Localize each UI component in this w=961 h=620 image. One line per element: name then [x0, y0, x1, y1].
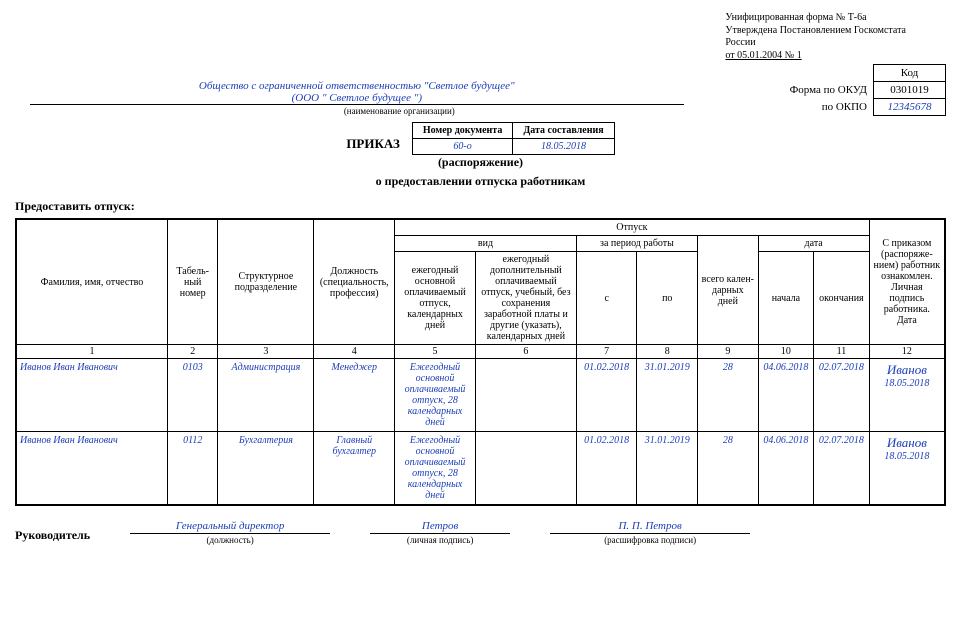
th-position: Должность (специальность, профессия) [314, 219, 395, 345]
colnum: 9 [698, 345, 759, 359]
cell-pos: Менеджер [314, 359, 395, 432]
cell-vid2 [475, 359, 576, 432]
form-meta-line3: России [725, 37, 906, 50]
th-data: дата [758, 236, 869, 252]
th-vid2: ежегодный дополнительный оплачиваемый от… [475, 252, 576, 345]
th-vsego: всего кален- дарных дней [698, 236, 759, 345]
th-s: с [576, 252, 637, 345]
colnum: 1 [16, 345, 167, 359]
sign-date: 18.05.2018 [873, 378, 941, 389]
cell-struct: Бухгалтерия [218, 432, 314, 506]
docnum-table: Номер документа Дата составления 60-о 18… [412, 122, 615, 155]
th-tabno: Табель- ный номер [167, 219, 217, 345]
org-name-line2: (ООО " Светлое будущее ") [30, 92, 684, 104]
signature-row: Руководитель Генеральный директор (должн… [15, 520, 946, 545]
cell-struct: Администрация [218, 359, 314, 432]
prikaz-sub1: (распоряжение) [15, 155, 946, 170]
table-row: Иванов Иван Иванович0112БухгалтерияГлавн… [16, 432, 945, 506]
th-otpusk: Отпуск [395, 219, 870, 236]
kod-label: Код [874, 65, 946, 82]
prikaz-sub2: о предоставлении отпуска работникам [15, 174, 946, 189]
table-row: Иванов Иван Иванович0103АдминистрацияМен… [16, 359, 945, 432]
th-nachala: начала [758, 252, 814, 345]
main-table: Фамилия, имя, отчество Табель- ный номер… [15, 218, 946, 506]
okud-label: Форма по ОКУД [784, 82, 874, 99]
th-period: за период работы [576, 236, 697, 252]
th-struct: Структурное подразделение [218, 219, 314, 345]
colnum-row: 1 2 3 4 5 6 7 8 9 10 11 12 [16, 345, 945, 359]
form-meta-line2: Утверждена Постановлением Госкомстата [725, 25, 906, 38]
codes-box: Код Форма по ОКУД 0301019 по ОКПО 123456… [784, 64, 946, 116]
sign-name: Иванов [873, 435, 941, 451]
grant-label: Предоставить отпуск: [15, 199, 946, 214]
th-sign: С приказом (распоряже- нием) работник оз… [869, 219, 945, 345]
cell-tab: 0112 [167, 432, 217, 506]
sign-name: Иванов [873, 362, 941, 378]
cell-s: 01.02.2018 [576, 359, 637, 432]
prikaz-title: ПРИКАЗ [346, 136, 400, 152]
cell-sign: Иванов18.05.2018 [869, 359, 945, 432]
colnum: 4 [314, 345, 395, 359]
colnum: 8 [637, 345, 698, 359]
org-caption: (наименование организации) [15, 106, 784, 116]
cell-nach: 04.06.2018 [758, 359, 814, 432]
cell-tab: 0103 [167, 359, 217, 432]
org-name-line1: Общество с ограниченной ответственностью… [30, 80, 684, 92]
cell-nach: 04.06.2018 [758, 432, 814, 506]
docnum-value: 60-о [412, 139, 513, 155]
th-vid: вид [395, 236, 577, 252]
colnum: 3 [218, 345, 314, 359]
th-vid1: ежегодный основной оплачиваемый отпуск, … [395, 252, 476, 345]
cell-days: 28 [698, 359, 759, 432]
cell-sign: Иванов18.05.2018 [869, 432, 945, 506]
header-row: Унифицированная форма № Т-6а Утверждена … [15, 10, 946, 62]
prikaz-block: ПРИКАЗ Номер документа Дата составления … [15, 122, 946, 155]
colnum: 10 [758, 345, 814, 359]
cell-okon: 02.07.2018 [814, 432, 870, 506]
th-okonch: окончания [814, 252, 870, 345]
form-meta-line1: Унифицированная форма № Т-6а [725, 12, 906, 25]
cell-fio: Иванов Иван Иванович [16, 359, 167, 432]
cell-vid2 [475, 432, 576, 506]
colnum: 5 [395, 345, 476, 359]
docdate-value: 18.05.2018 [513, 139, 614, 155]
cell-vid1: Ежегодный основной оплачиваемый отпуск, … [395, 432, 476, 506]
okpo-label: по ОКПО [784, 99, 874, 116]
sig-decode: П. П. Петров [550, 520, 750, 534]
cell-s: 01.02.2018 [576, 432, 637, 506]
docdate-label: Дата составления [513, 123, 614, 139]
sig-sign: Петров [370, 520, 510, 534]
cell-fio: Иванов Иван Иванович [16, 432, 167, 506]
colnum: 6 [475, 345, 576, 359]
colnum: 2 [167, 345, 217, 359]
sign-date: 18.05.2018 [873, 451, 941, 462]
sig-sign-cap: (личная подпись) [370, 535, 510, 545]
docnum-label: Номер документа [412, 123, 513, 139]
cell-po: 31.01.2019 [637, 432, 698, 506]
cell-okon: 02.07.2018 [814, 359, 870, 432]
sig-position: Генеральный директор [130, 520, 330, 534]
org-block: Общество с ограниченной ответственностью… [15, 80, 784, 116]
form-meta: Унифицированная форма № Т-6а Утверждена … [725, 12, 906, 62]
sig-leader: Руководитель [15, 528, 90, 545]
th-po: по [637, 252, 698, 345]
cell-pos: Главный бухгалтер [314, 432, 395, 506]
cell-days: 28 [698, 432, 759, 506]
okud-value: 0301019 [874, 82, 946, 99]
sig-position-cap: (должность) [130, 535, 330, 545]
form-meta-line4: от 05.01.2004 № 1 [725, 50, 906, 63]
sig-decode-cap: (расшифровка подписи) [550, 535, 750, 545]
cell-po: 31.01.2019 [637, 359, 698, 432]
okpo-value: 12345678 [874, 99, 946, 116]
th-fio: Фамилия, имя, отчество [16, 219, 167, 345]
cell-vid1: Ежегодный основной оплачиваемый отпуск, … [395, 359, 476, 432]
colnum: 12 [869, 345, 945, 359]
colnum: 11 [814, 345, 870, 359]
colnum: 7 [576, 345, 637, 359]
